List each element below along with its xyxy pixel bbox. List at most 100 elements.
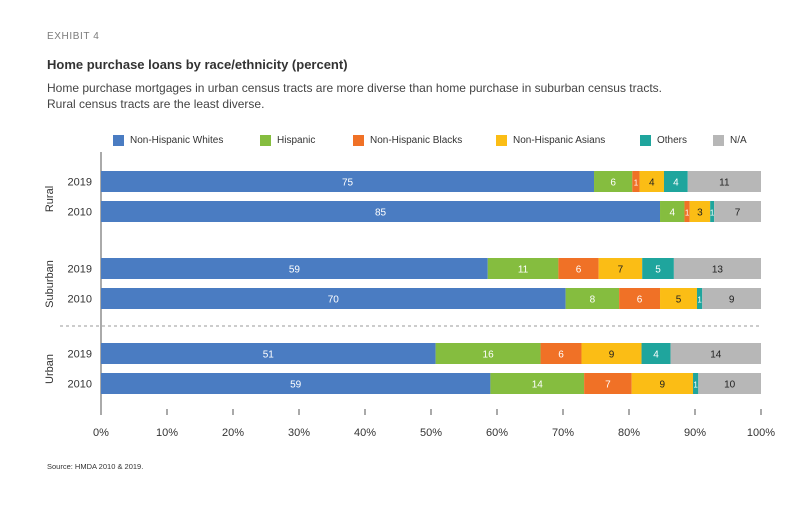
data-label: 14: [532, 380, 544, 391]
x-tick-label: 90%: [684, 427, 706, 439]
legend-swatch: [113, 135, 124, 146]
x-tick-label: 60%: [486, 427, 508, 439]
data-label: 9: [660, 380, 666, 391]
bar-segment: [565, 288, 620, 309]
data-label: 11: [518, 265, 529, 276]
x-tick-label: 10%: [156, 427, 178, 439]
legend-label: Hispanic: [277, 135, 316, 146]
group-label: Suburban: [44, 260, 56, 308]
bar-year-label: 2010: [68, 379, 92, 391]
data-label: 4: [653, 350, 659, 361]
data-label: 59: [290, 380, 302, 391]
data-label: 16: [483, 350, 495, 361]
bar-segment: [670, 343, 761, 364]
bar-segment: [101, 343, 436, 364]
bar-segment: [631, 373, 694, 394]
bar-segment: [689, 201, 711, 222]
legend-label: Non-Hispanic Blacks: [370, 135, 463, 146]
bar-segment: [687, 171, 761, 192]
bar-segment: [435, 343, 541, 364]
data-label: 3: [697, 208, 703, 219]
bar-segment: [487, 258, 559, 279]
legend-label: N/A: [730, 135, 747, 146]
chart-subtitle: Home purchase mortgages in urban census …: [47, 81, 662, 111]
data-label: 85: [375, 208, 387, 219]
bar-segment: [584, 373, 632, 394]
data-label: 5: [655, 265, 661, 276]
bar-year-label: 2019: [68, 177, 92, 189]
legend-swatch: [260, 135, 271, 146]
x-tick-label: 50%: [420, 427, 442, 439]
legend-swatch: [713, 135, 724, 146]
bar-segment: [660, 201, 685, 222]
bar-segment: [698, 373, 761, 394]
data-label: 6: [576, 265, 582, 276]
data-label: 6: [637, 295, 643, 306]
bar-segment: [490, 373, 585, 394]
x-tick-label: 30%: [288, 427, 310, 439]
data-label: 9: [729, 295, 735, 306]
group-label: Rural: [44, 186, 56, 212]
data-label: 51: [263, 350, 275, 361]
data-label: 1: [634, 179, 639, 188]
data-label: 1: [710, 209, 715, 218]
bar-year-label: 2019: [68, 264, 92, 276]
bar-segment: [714, 201, 761, 222]
bar-segment: [558, 258, 599, 279]
bar-segment: [101, 373, 491, 394]
bar-segment: [660, 288, 697, 309]
x-tick-label: 0%: [93, 427, 109, 439]
bar-segment: [673, 258, 761, 279]
chart-title: Home purchase loans by race/ethnicity (p…: [47, 57, 348, 72]
data-label: 1: [697, 296, 702, 305]
data-label: 7: [735, 208, 741, 219]
bar-segment: [581, 343, 642, 364]
bar-segment: [540, 343, 582, 364]
data-label: 10: [724, 380, 736, 391]
bar-year-label: 2010: [68, 207, 92, 219]
data-label: 14: [710, 350, 722, 361]
bar-segment: [702, 288, 761, 309]
data-label: 70: [328, 295, 340, 306]
data-label: 13: [712, 265, 724, 276]
legend-label: Non-Hispanic Whites: [130, 135, 224, 146]
data-label: 1: [685, 209, 690, 218]
legend-label: Others: [657, 135, 688, 146]
x-tick-label: 100%: [747, 427, 775, 439]
data-label: 11: [719, 178, 730, 189]
data-label: 59: [289, 265, 301, 276]
bar-segment: [684, 201, 690, 222]
legend-swatch: [353, 135, 364, 146]
bar-segment: [696, 288, 703, 309]
data-label: 7: [605, 380, 611, 391]
data-label: 4: [669, 208, 675, 219]
bar-segment: [693, 373, 699, 394]
data-label: 7: [618, 265, 624, 276]
bar-segment: [101, 258, 488, 279]
bar-year-label: 2019: [68, 349, 92, 361]
bar-segment: [710, 201, 715, 222]
data-label: 8: [590, 295, 596, 306]
data-label: 1: [693, 381, 698, 390]
bar-year-label: 2010: [68, 294, 92, 306]
bar-segment: [642, 258, 674, 279]
bar-segment: [101, 171, 595, 192]
data-label: 9: [609, 350, 615, 361]
bar-segment: [639, 171, 664, 192]
bar-segment: [594, 171, 633, 192]
data-label: 5: [676, 295, 682, 306]
x-tick-label: 40%: [354, 427, 376, 439]
data-label: 4: [649, 178, 655, 189]
data-label: 6: [558, 350, 564, 361]
data-label: 4: [673, 178, 679, 189]
bar-segment: [101, 201, 661, 222]
legend-swatch: [496, 135, 507, 146]
legend-swatch: [640, 135, 651, 146]
data-label: 75: [342, 178, 354, 189]
source-note: Source: HMDA 2010 & 2019.: [47, 462, 144, 471]
x-tick-label: 70%: [552, 427, 574, 439]
x-tick-label: 20%: [222, 427, 244, 439]
bar-segment: [663, 171, 688, 192]
legend-label: Non-Hispanic Asians: [513, 135, 606, 146]
